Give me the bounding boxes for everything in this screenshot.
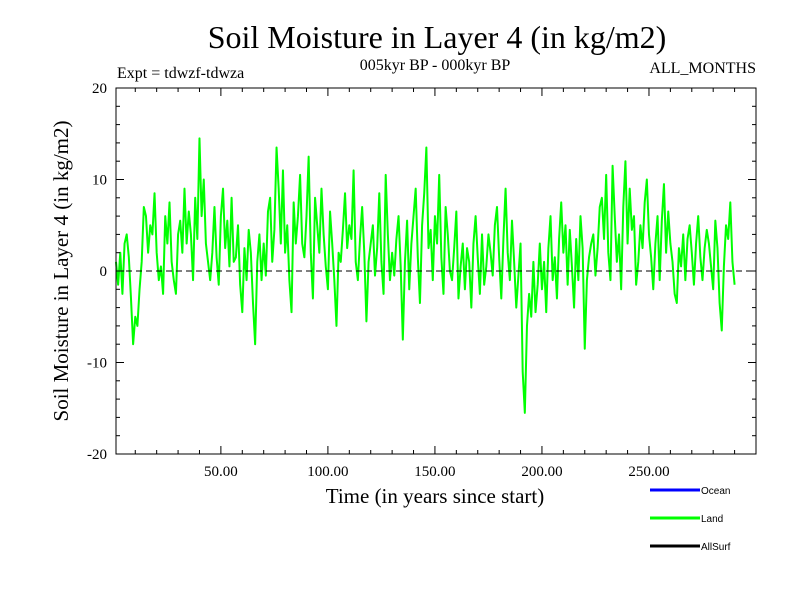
- series-layer: [115, 137, 736, 414]
- legend-label-ocean: Ocean: [701, 486, 730, 497]
- chart-title: Soil Moisture in Layer 4 (in kg/m2): [208, 19, 667, 55]
- y-tick-label: 0: [100, 264, 108, 280]
- period-label: 005kyr BP - 000kyr BP: [360, 57, 511, 74]
- experiment-label: Expt = tdwzf-tdwza: [117, 65, 244, 82]
- legend-label-allsurf: AllSurf: [701, 542, 731, 553]
- y-tick-label: -20: [87, 447, 107, 463]
- x-tick-label: 50.00: [204, 464, 238, 480]
- plot-area: 50.00 100.00 150.00 200.00 250.00 -20 -10 0 10 20: [87, 81, 757, 480]
- y-tick-label: 20: [92, 81, 107, 97]
- x-tick-label: 200.00: [521, 464, 562, 480]
- x-tick-label: 250.00: [628, 464, 669, 480]
- x-tick-label: 150.00: [414, 464, 455, 480]
- tick-layer: 50.00 100.00 150.00 200.00 250.00 -20 -10 0 10 20: [87, 81, 756, 480]
- months-label: ALL_MONTHS: [649, 60, 756, 77]
- x-tick-label: 100.00: [307, 464, 348, 480]
- y-tick-label: 10: [92, 173, 107, 189]
- series-line-land: [115, 137, 736, 414]
- x-axis-label: Time (in years since start): [326, 484, 545, 508]
- legend: Ocean Land AllSurf: [650, 486, 731, 553]
- legend-label-land: Land: [701, 514, 723, 525]
- y-tick-label: -10: [87, 356, 107, 372]
- y-axis-label: Soil Moisture in Layer 4 (in kg/m2): [49, 121, 73, 422]
